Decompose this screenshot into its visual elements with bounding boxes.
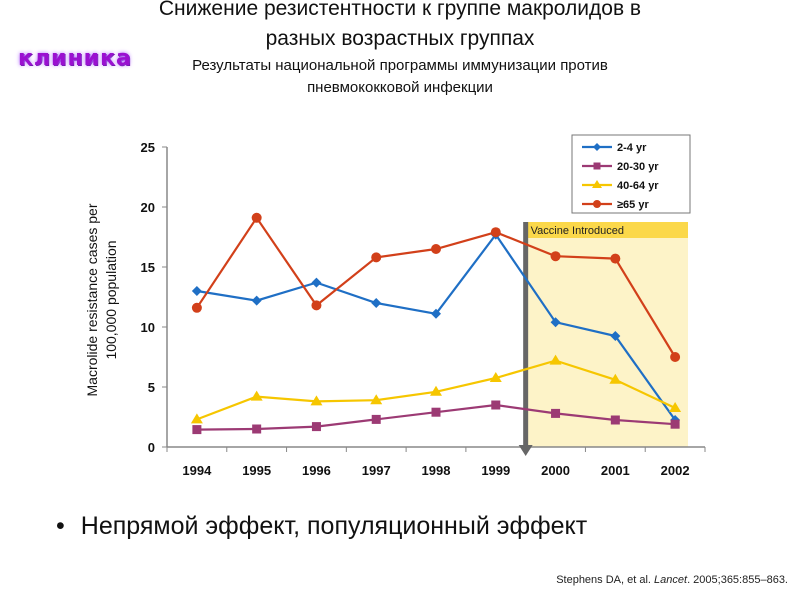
data-point-triangle <box>489 372 502 382</box>
legend-label: 2-4 yr <box>617 142 647 154</box>
data-point-triangle <box>430 385 442 396</box>
y-tick-label: 25 <box>141 140 155 155</box>
bullet-point: • Непрямой эффект, популяционный эффект <box>56 512 587 541</box>
data-point-square <box>192 425 202 435</box>
data-point-circle <box>610 253 621 264</box>
data-point-triangle <box>250 390 263 401</box>
x-tick-label: 1996 <box>302 463 331 478</box>
y-axis-label-line1: Macrolide resistance cases per <box>84 203 100 396</box>
slide-subtitle-line1: Результаты национальной программы иммуни… <box>192 57 608 74</box>
legend-marker-triangle <box>592 180 602 188</box>
legend-label: 20-30 yr <box>617 161 659 173</box>
data-point-circle <box>670 352 681 362</box>
legend-marker-diamond <box>593 143 601 151</box>
data-point-diamond <box>550 317 561 328</box>
bullet-dot: • <box>56 512 65 540</box>
data-point-square <box>431 407 441 417</box>
y-tick-label: 10 <box>141 320 155 335</box>
data-point-square <box>551 408 561 418</box>
legend-marker-square <box>593 162 601 170</box>
legend-label: 40-64 yr <box>617 180 659 192</box>
data-point-diamond <box>191 286 202 296</box>
data-point-square <box>371 414 381 424</box>
y-tick-label: 15 <box>141 260 155 275</box>
x-tick-label: 2001 <box>601 463 630 478</box>
data-point-triangle <box>190 413 203 424</box>
vaccine-label-background <box>525 222 688 238</box>
y-tick-label: 5 <box>148 380 155 395</box>
x-tick-label: 1995 <box>242 463 271 478</box>
vaccine-introduced-label: Vaccine Introduced <box>531 225 624 237</box>
x-tick-label: 1999 <box>481 463 510 478</box>
data-point-circle <box>251 212 262 223</box>
data-point-triangle <box>310 395 323 406</box>
data-point-circle <box>371 252 382 263</box>
data-point-triangle <box>549 354 562 365</box>
x-tick-label: 1994 <box>182 463 212 478</box>
y-tick-label: 20 <box>141 200 155 215</box>
slide-title-line2: разных возрастных группах <box>265 27 535 50</box>
bullet-text: Непрямой эффект, популяционный эффект <box>80 512 588 540</box>
data-point-circle <box>311 300 322 311</box>
data-point-square <box>491 400 501 410</box>
citation-authors: Stephens DA, et al. <box>556 574 655 586</box>
x-tick-label: 1997 <box>362 463 391 478</box>
x-tick-label: 1998 <box>422 463 451 478</box>
slide-title-line1: Снижение резистентности к группе макроли… <box>158 0 642 20</box>
data-point-circle <box>431 244 441 254</box>
legend-label: ≥65 yr <box>617 199 649 211</box>
y-tick-label: 0 <box>148 440 155 455</box>
data-point-diamond <box>251 295 262 306</box>
x-tick-label: 2000 <box>541 463 570 478</box>
data-point-diamond <box>610 331 621 341</box>
legend-marker-circle <box>593 200 601 208</box>
citation-rest: . 2005;365:855–863. <box>687 574 788 586</box>
data-point-triangle <box>669 402 682 412</box>
data-point-circle <box>490 227 501 238</box>
data-point-square <box>252 424 262 434</box>
data-point-diamond <box>431 308 441 319</box>
data-point-diamond <box>371 298 382 308</box>
data-point-circle <box>191 302 202 313</box>
citation-journal: Lancet <box>654 574 688 586</box>
data-point-triangle <box>609 373 622 384</box>
data-point-circle <box>550 251 561 262</box>
data-point-square <box>311 422 321 432</box>
data-point-triangle <box>370 394 383 405</box>
citation: Stephens DA, et al. Lancet. 2005;365:855… <box>556 574 788 586</box>
clinic-logo: клиника <box>18 46 132 71</box>
data-point-square <box>610 415 620 425</box>
data-point-diamond <box>311 277 322 288</box>
x-tick-label: 2002 <box>661 463 690 478</box>
data-point-square <box>670 419 680 429</box>
slide-subtitle-line2: пневмококковой инфекции <box>307 79 493 96</box>
y-axis-label-line2: 100,000 population <box>103 240 119 359</box>
vaccine-arrow-head <box>518 445 533 456</box>
